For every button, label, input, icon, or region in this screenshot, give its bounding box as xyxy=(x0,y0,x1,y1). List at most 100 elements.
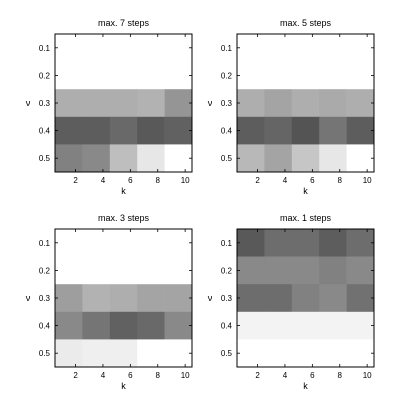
heatmap-cell xyxy=(346,34,375,62)
y-tick-label: 0.3 xyxy=(221,294,233,303)
heatmap-cell xyxy=(109,311,138,340)
heatmap-cell xyxy=(109,144,138,173)
heatmap-cell xyxy=(346,339,375,368)
heatmap-cell xyxy=(291,61,320,90)
heatmap-cell xyxy=(237,34,265,62)
x-tick-label: 8 xyxy=(156,371,161,380)
heatmap-cell xyxy=(291,311,320,340)
heatmap-cell xyxy=(55,339,83,368)
x-tick-label: 6 xyxy=(310,371,315,380)
x-tick-label: 6 xyxy=(128,176,133,185)
heatmap-cell xyxy=(55,89,83,118)
heatmap-cell xyxy=(137,311,165,340)
y-axis-label: ν xyxy=(208,98,213,108)
x-axis-label: k xyxy=(121,381,126,391)
heatmap-cell xyxy=(82,61,111,90)
x-tick-label: 10 xyxy=(363,176,372,185)
heatmap-cell xyxy=(319,311,347,340)
heatmap-cell xyxy=(291,34,320,62)
heatmap-cell xyxy=(55,34,83,62)
heatmap-cell xyxy=(82,311,111,340)
heatmap-cell xyxy=(319,229,347,257)
y-tick-label: 0.3 xyxy=(221,99,233,108)
heatmap-cell xyxy=(291,339,320,368)
y-tick-label: 0.4 xyxy=(221,322,233,331)
heatmap-cell xyxy=(264,339,293,368)
x-axis-label: k xyxy=(303,186,308,196)
heatmap-cell xyxy=(291,229,320,257)
panel-title: max. 5 steps xyxy=(280,18,332,28)
x-tick-label: 2 xyxy=(255,371,260,380)
heatmap-cell xyxy=(164,116,193,145)
heatmap-cell xyxy=(319,89,347,118)
heatmap-cell xyxy=(319,284,347,313)
y-tick-label: 0.2 xyxy=(221,266,233,275)
x-tick-label: 6 xyxy=(128,371,133,380)
heatmap-cell xyxy=(346,61,375,90)
heatmap-cell xyxy=(55,284,83,313)
heatmap-cell xyxy=(109,284,138,313)
heatmap-cell xyxy=(82,116,111,145)
x-tick-label: 10 xyxy=(181,176,190,185)
heatmap-cell xyxy=(55,144,83,173)
y-tick-label: 0.5 xyxy=(39,349,51,358)
heatmap-cell xyxy=(55,116,83,145)
y-tick-label: 0.1 xyxy=(39,44,51,53)
heatmap-cell xyxy=(109,256,138,285)
heatmap-panel-3: max. 3 steps 0.1 0.2 0.3 0.4 0.5 2 4 6 8 10 k ν xyxy=(26,213,193,391)
heatmap-cell xyxy=(291,256,320,285)
panel-title: max. 1 steps xyxy=(280,213,332,223)
y-axis-label: ν xyxy=(26,293,31,303)
heatmap-cell xyxy=(109,34,138,62)
heatmap-cell xyxy=(319,144,347,173)
x-tick-label: 10 xyxy=(181,371,190,380)
heatmap-cell xyxy=(137,89,165,118)
heatmap-cell xyxy=(137,256,165,285)
heatmap-cell xyxy=(291,144,320,173)
heatmap-cell xyxy=(264,256,293,285)
x-tick-label: 8 xyxy=(156,176,161,185)
heatmap-cell xyxy=(237,284,265,313)
heatmap-cell xyxy=(264,34,293,62)
x-tick-label: 4 xyxy=(101,176,106,185)
heatmap-cell xyxy=(164,89,193,118)
heatmap-cell xyxy=(164,34,193,62)
heatmap-cell xyxy=(264,311,293,340)
heatmap-cell xyxy=(137,339,165,368)
heatmap-cell xyxy=(109,116,138,145)
heatmap-cell xyxy=(264,229,293,257)
heatmap-cell xyxy=(82,284,111,313)
x-axis-label: k xyxy=(303,381,308,391)
heatmap-cell xyxy=(319,34,347,62)
heatmap-cell xyxy=(109,89,138,118)
heatmap-cell xyxy=(55,61,83,90)
y-tick-label: 0.1 xyxy=(221,44,233,53)
heatmap-cell xyxy=(291,284,320,313)
heatmap-cell xyxy=(137,229,165,257)
y-tick-label: 0.2 xyxy=(221,71,233,80)
x-tick-label: 4 xyxy=(101,371,106,380)
y-tick-label: 0.3 xyxy=(39,294,51,303)
heatmap-cell xyxy=(164,144,193,173)
heatmap-cell xyxy=(55,311,83,340)
panel-title: max. 3 steps xyxy=(98,213,150,223)
heatmap-cell xyxy=(346,256,375,285)
x-tick-label: 8 xyxy=(338,371,343,380)
heatmap-cell xyxy=(237,229,265,257)
y-tick-label: 0.5 xyxy=(221,154,233,163)
heatmap-cell xyxy=(82,339,111,368)
heatmap-cell xyxy=(264,116,293,145)
heatmap-cell xyxy=(346,116,375,145)
y-axis-label: ν xyxy=(26,98,31,108)
heatmap-cell xyxy=(82,144,111,173)
y-tick-label: 0.2 xyxy=(39,266,51,275)
heatmap-cell xyxy=(82,256,111,285)
heatmap-cell xyxy=(319,116,347,145)
x-tick-label: 2 xyxy=(73,371,78,380)
heatmap-panel-4: max. 1 steps 0.1 0.2 0.3 0.4 0.5 2 4 6 8 10 k ν xyxy=(208,213,375,391)
y-tick-label: 0.1 xyxy=(221,239,233,248)
y-axis-label: ν xyxy=(208,293,213,303)
panel-title: max. 7 steps xyxy=(98,18,150,28)
heatmap-cell xyxy=(137,116,165,145)
heatmap-cell xyxy=(237,339,265,368)
